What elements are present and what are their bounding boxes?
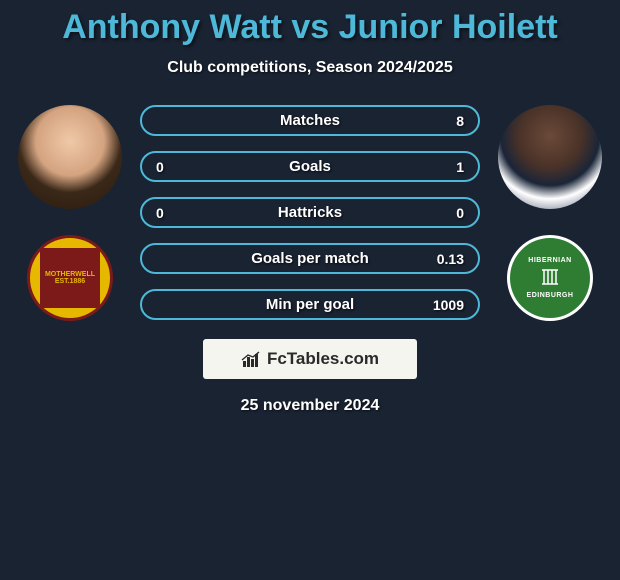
page-title: Anthony Watt vs Junior Hoilett: [62, 8, 558, 47]
comparison-container: Anthony Watt vs Junior Hoilett Club comp…: [0, 0, 620, 580]
club-crest-label: HIBERNIAN: [528, 257, 571, 264]
stat-bar: Matches 8: [140, 105, 480, 136]
left-column: MOTHERWELL EST.1886: [10, 105, 130, 321]
player-right-avatar: [498, 105, 602, 209]
club-crest-sublabel: EST.1886: [55, 278, 85, 285]
stats-area: MOTHERWELL EST.1886 Matches 8 0 Goals 1 …: [0, 105, 620, 321]
stat-label: Goals: [289, 158, 331, 175]
stat-bar: Min per goal 1009: [140, 289, 480, 320]
stat-label: Min per goal: [266, 296, 354, 313]
player-left-club-badge: MOTHERWELL EST.1886: [27, 235, 113, 321]
harp-icon: [536, 264, 564, 292]
player-right-club-badge: HIBERNIAN EDINBURGH: [507, 235, 593, 321]
stat-bar: Goals per match 0.13: [140, 243, 480, 274]
date-label: 25 november 2024: [241, 397, 380, 415]
stat-right-value: 1009: [432, 297, 464, 313]
stat-label: Matches: [280, 112, 340, 129]
club-crest-label: MOTHERWELL: [45, 271, 95, 278]
right-column: HIBERNIAN EDINBURGH: [490, 105, 610, 321]
stat-bar: 0 Goals 1: [140, 151, 480, 182]
stat-right-value: 1: [432, 159, 464, 175]
stat-bars: Matches 8 0 Goals 1 0 Hattricks 0 Goals …: [130, 105, 490, 320]
stat-right-value: 0: [432, 205, 464, 221]
stat-label: Goals per match: [251, 250, 369, 267]
player-face-icon: [18, 105, 122, 209]
stat-right-value: 0.13: [432, 251, 464, 267]
club-crest-icon: HIBERNIAN EDINBURGH: [520, 248, 580, 308]
club-crest-icon: MOTHERWELL EST.1886: [40, 248, 100, 308]
source-banner: FcTables.com: [203, 339, 417, 379]
club-crest-sublabel: EDINBURGH: [527, 292, 574, 299]
page-subtitle: Club competitions, Season 2024/2025: [167, 59, 452, 77]
stat-bar: 0 Hattricks 0: [140, 197, 480, 228]
stat-label: Hattricks: [278, 204, 342, 221]
player-face-icon: [498, 105, 602, 209]
chart-icon: [241, 351, 261, 367]
source-label: FcTables.com: [267, 349, 379, 369]
stat-right-value: 8: [432, 113, 464, 129]
player-left-avatar: [18, 105, 122, 209]
stat-left-value: 0: [156, 159, 188, 175]
stat-left-value: 0: [156, 205, 188, 221]
